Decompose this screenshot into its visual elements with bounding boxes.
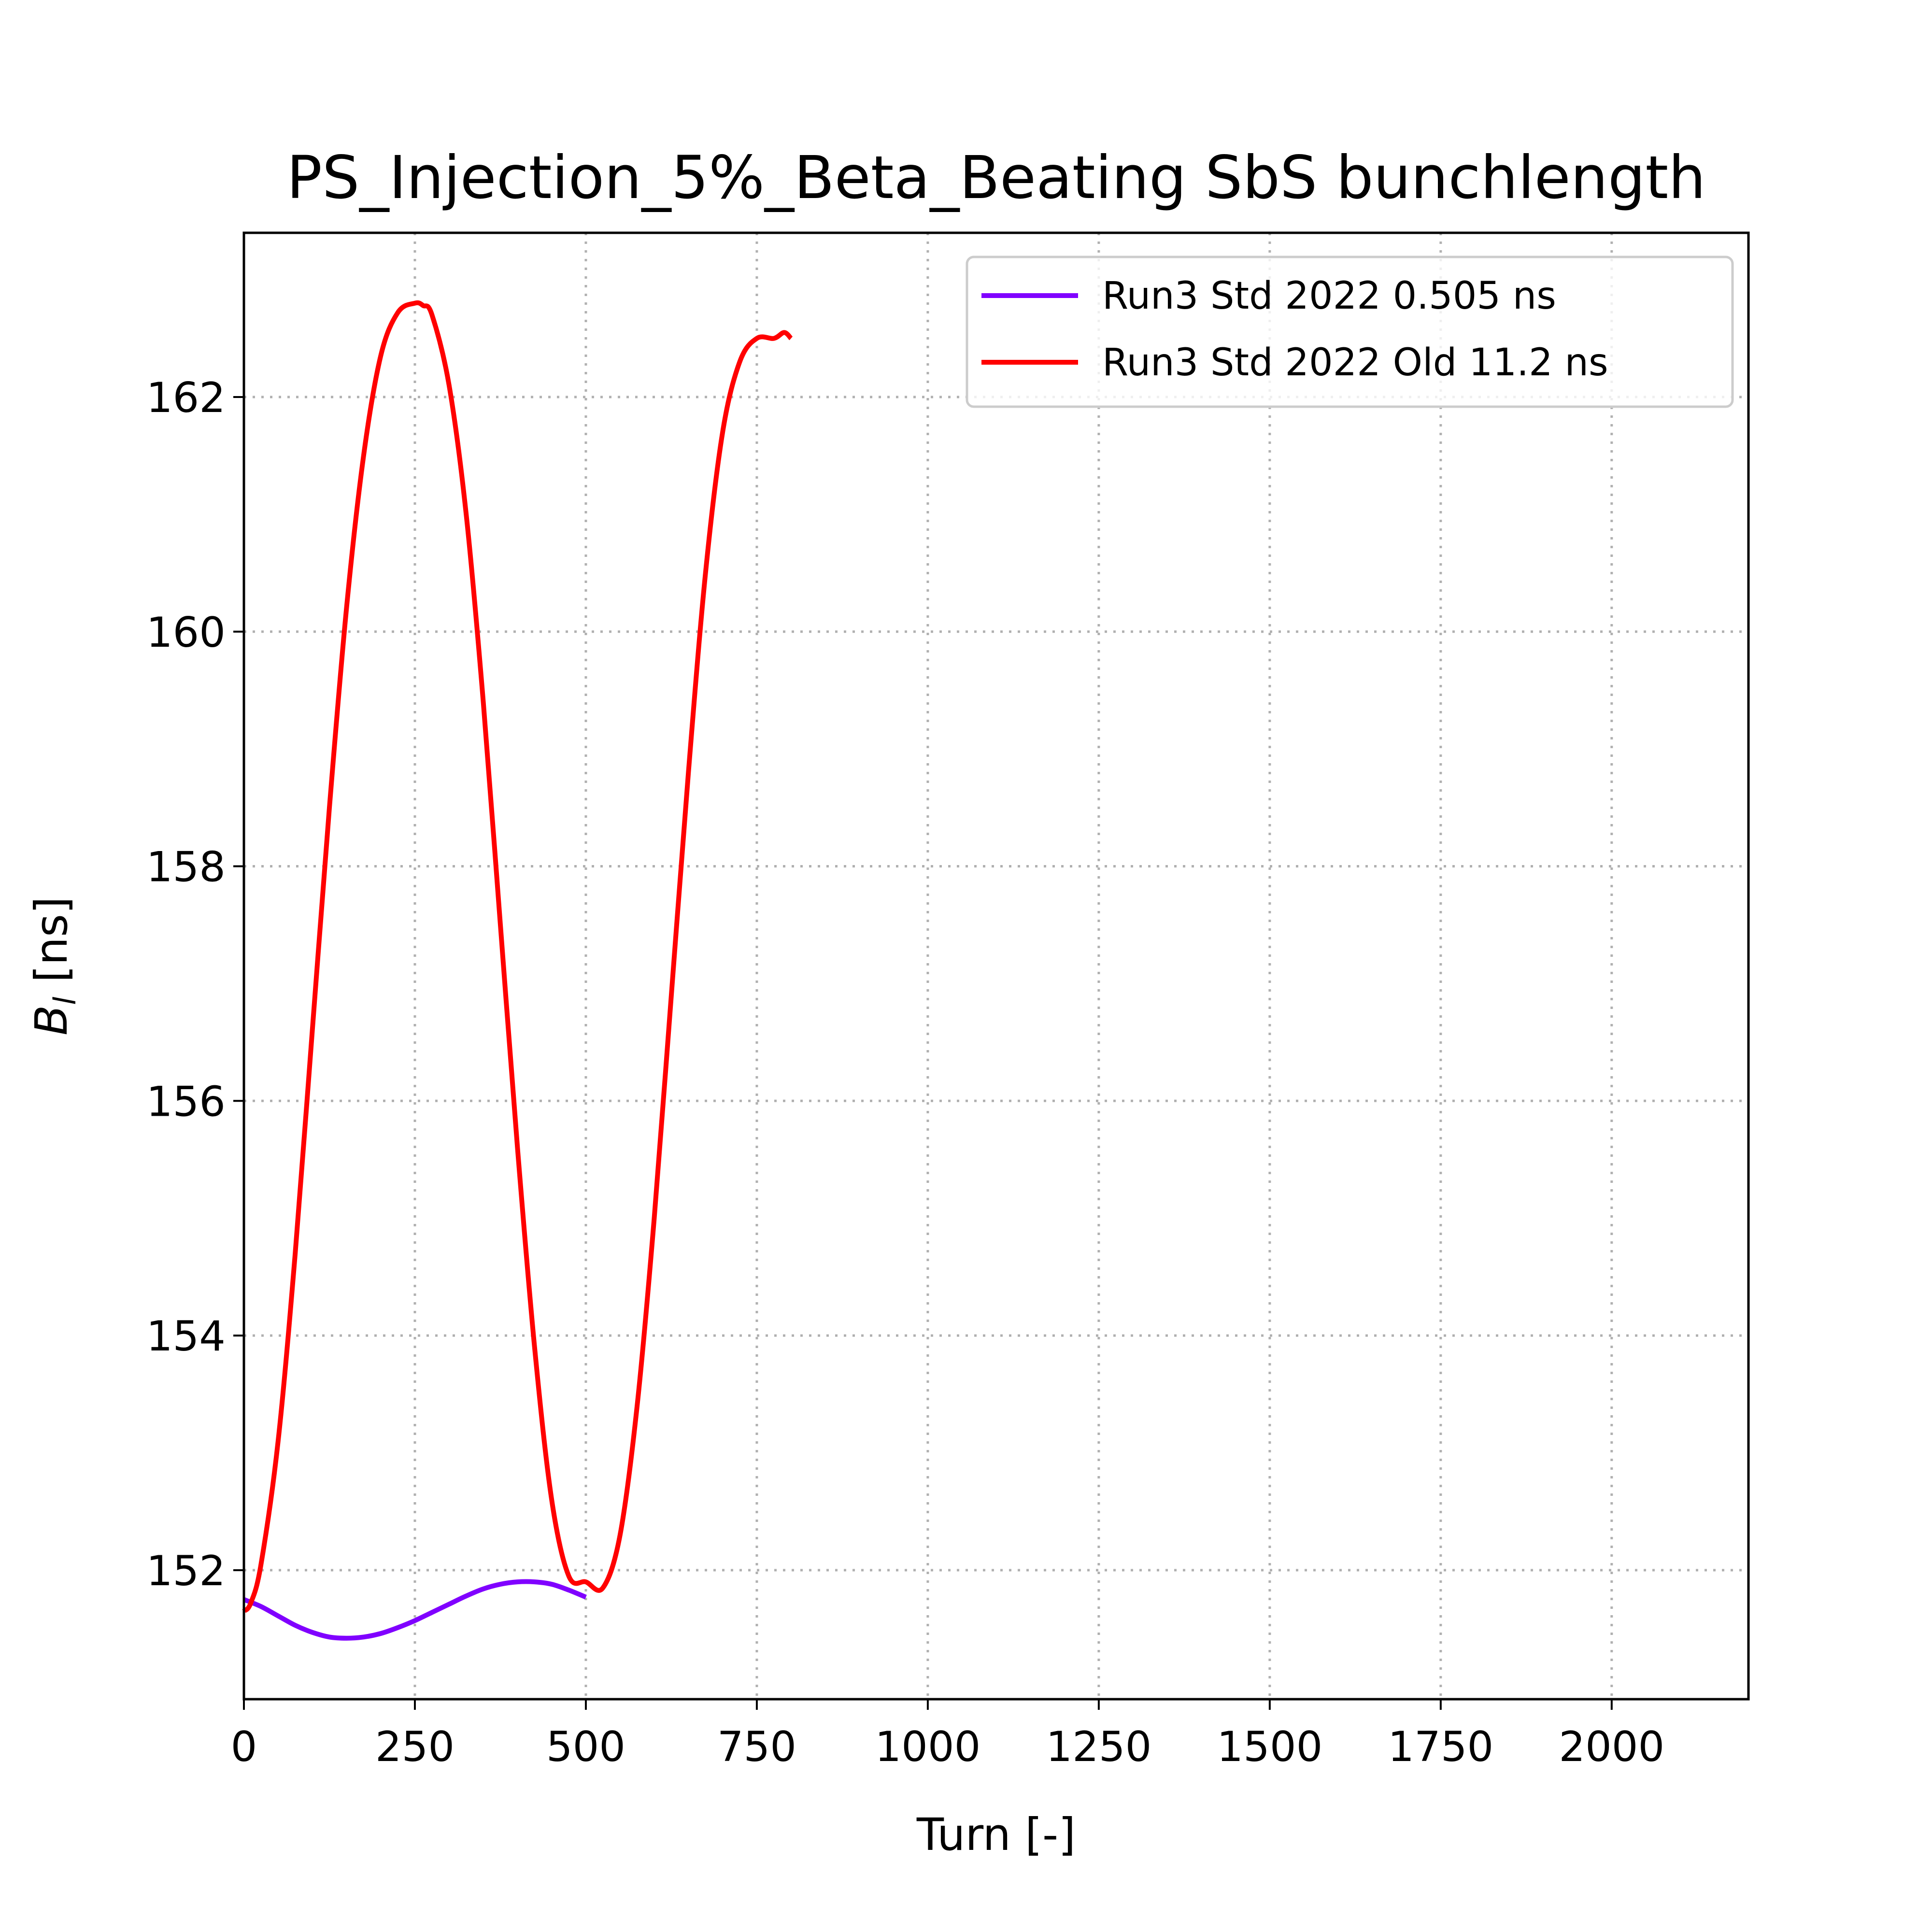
- y-tick-label: 152: [146, 1547, 226, 1595]
- legend: Run3 Std 2022 0.505 ns Run3 Std 2022 Old …: [966, 256, 1734, 408]
- x-tick-label: 1000: [875, 1723, 980, 1771]
- series-line-1: [243, 1579, 587, 1641]
- x-tick-label: 0: [231, 1723, 257, 1771]
- plot-area-frame: [242, 231, 1750, 1701]
- legend-label-2: Run3 Std 2022 Old 11.2 ns: [1102, 341, 1608, 384]
- y-axis-label: Bl [ns]: [26, 896, 83, 1036]
- x-tick-label: 750: [717, 1723, 796, 1771]
- series-line-2: [242, 300, 793, 1613]
- ticks: 0 250 500 750 1000 1250 1500 1750 2000 152 154 156 1…: [146, 374, 1664, 1771]
- y-tick-label: 160: [146, 609, 226, 657]
- x-tick-label: 1750: [1388, 1723, 1493, 1771]
- y-axis-label-unit: [ns]: [26, 896, 77, 996]
- y-axis-label-subscript: l: [47, 996, 83, 1005]
- x-tick-label: 250: [375, 1723, 455, 1771]
- y-tick-label: 162: [146, 374, 226, 422]
- y-axis-label-symbol: B: [26, 1005, 77, 1036]
- chart-title: PS_Injection_5%_Beta_Beating SbS bunchle…: [286, 143, 1705, 212]
- x-tick-label: 1250: [1046, 1723, 1151, 1771]
- y-tick-label: 156: [146, 1078, 226, 1126]
- x-tick-label: 1500: [1217, 1723, 1322, 1771]
- legend-box: [966, 256, 1734, 408]
- series-layer: [242, 300, 793, 1641]
- y-tick-label: 154: [146, 1312, 226, 1361]
- legend-label-1: Run3 Std 2022 0.505 ns: [1102, 274, 1556, 318]
- x-tick-label: 2000: [1559, 1723, 1664, 1771]
- x-tick-label: 500: [546, 1723, 625, 1771]
- x-axis-label: Turn [-]: [916, 1809, 1076, 1861]
- y-tick-label: 158: [146, 843, 226, 892]
